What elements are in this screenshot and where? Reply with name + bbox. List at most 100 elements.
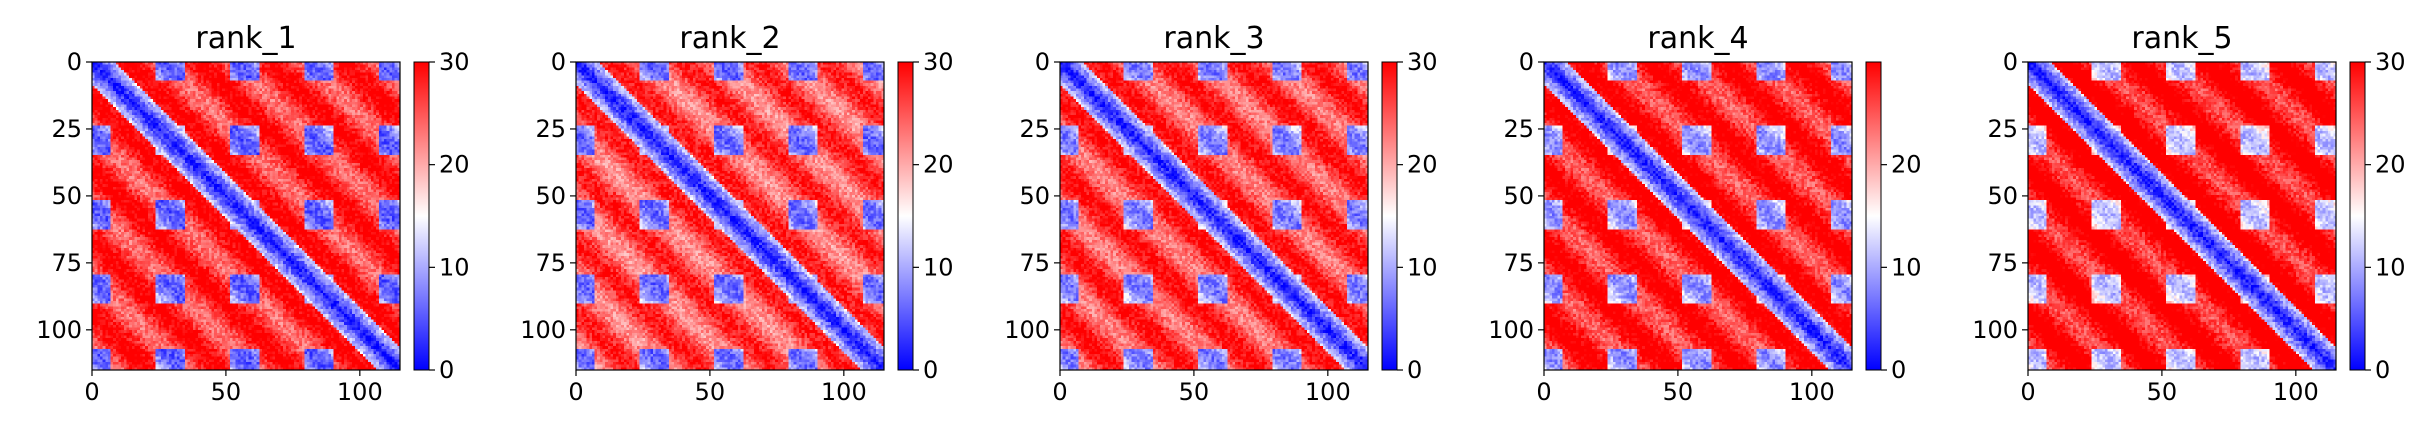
heatmap-cell xyxy=(233,115,236,118)
heatmap-cell xyxy=(257,99,260,102)
heatmap-cell xyxy=(344,102,347,105)
heatmap-cell xyxy=(368,75,371,78)
heatmap-cell xyxy=(328,120,331,123)
heatmap-cell xyxy=(127,78,130,81)
heatmap-cell xyxy=(267,81,270,84)
heatmap-cell xyxy=(302,115,305,118)
heatmap-cell xyxy=(145,115,148,118)
heatmap-cell xyxy=(172,83,175,86)
heatmap-cell xyxy=(249,112,252,115)
heatmap-cell xyxy=(307,110,310,113)
heatmap-cell xyxy=(371,120,374,123)
heatmap-cell xyxy=(95,104,98,107)
heatmap-cell xyxy=(227,73,230,76)
heatmap-cell xyxy=(336,86,339,89)
heatmap-cell xyxy=(334,91,337,94)
heatmap-cell xyxy=(320,75,323,78)
heatmap-cell xyxy=(310,123,313,126)
heatmap-cell xyxy=(347,86,350,89)
heatmap-cell xyxy=(265,97,268,100)
heatmap-cell xyxy=(331,112,334,115)
heatmap-cell xyxy=(185,102,188,105)
heatmap-cell xyxy=(172,81,175,84)
heatmap-cell xyxy=(127,118,130,121)
heatmap-cell xyxy=(129,128,132,131)
heatmap-cell xyxy=(315,102,318,105)
heatmap-cell xyxy=(103,65,106,68)
heatmap-cell xyxy=(100,83,103,86)
heatmap-cell xyxy=(209,81,212,84)
heatmap-cell xyxy=(318,112,321,115)
heatmap-cell xyxy=(119,128,122,131)
heatmap-cell xyxy=(211,89,214,92)
heatmap-cell xyxy=(267,120,270,123)
heatmap-cell xyxy=(111,99,114,102)
heatmap-cell xyxy=(119,83,122,86)
heatmap-cell xyxy=(379,102,382,105)
heatmap-cell xyxy=(137,91,140,94)
heatmap-cell xyxy=(230,75,233,78)
heatmap-cell xyxy=(387,75,390,78)
heatmap-cell xyxy=(336,91,339,94)
heatmap-cell xyxy=(304,118,307,121)
heatmap-cell xyxy=(209,104,212,107)
heatmap-cell xyxy=(182,107,185,110)
heatmap-cell xyxy=(121,73,124,76)
heatmap-cell xyxy=(358,128,361,131)
heatmap-cell xyxy=(108,126,111,129)
heatmap-cell xyxy=(358,81,361,84)
heatmap-cell xyxy=(121,65,124,68)
heatmap-cell xyxy=(185,107,188,110)
heatmap-cell xyxy=(190,107,193,110)
heatmap-cell xyxy=(318,104,321,107)
heatmap-cell xyxy=(238,81,241,84)
heatmap-cell xyxy=(153,65,156,68)
heatmap-cell xyxy=(249,75,252,78)
heatmap-cell xyxy=(267,86,270,89)
heatmap-cell xyxy=(381,86,384,89)
heatmap-cell xyxy=(310,75,313,78)
heatmap-cell xyxy=(384,115,387,118)
heatmap-cell xyxy=(373,97,376,100)
heatmap-cell xyxy=(161,120,164,123)
heatmap-cell xyxy=(328,91,331,94)
heatmap-cell xyxy=(379,86,382,89)
heatmap-cell xyxy=(225,110,228,113)
heatmap-cell xyxy=(275,104,278,107)
heatmap-cell xyxy=(158,97,161,100)
heatmap-cell xyxy=(182,102,185,105)
heatmap-cell xyxy=(363,65,366,68)
heatmap-cell xyxy=(360,67,363,70)
heatmap-cell xyxy=(288,107,291,110)
heatmap-cell xyxy=(376,115,379,118)
heatmap-cell xyxy=(150,115,153,118)
heatmap-cell xyxy=(204,99,207,102)
heatmap-cell xyxy=(124,120,127,123)
heatmap-cell xyxy=(267,110,270,113)
heatmap-cell xyxy=(188,128,191,131)
heatmap-cell xyxy=(299,89,302,92)
heatmap-cell xyxy=(315,110,318,113)
heatmap-cell xyxy=(307,128,310,131)
heatmap-cell xyxy=(97,123,100,126)
heatmap-cell xyxy=(161,115,164,118)
heatmap-cell xyxy=(281,123,284,126)
heatmap-cell xyxy=(381,83,384,86)
heatmap-cell xyxy=(389,107,392,110)
heatmap-cell xyxy=(214,107,217,110)
heatmap-cell xyxy=(196,115,199,118)
heatmap-cell xyxy=(347,78,350,81)
heatmap-cell xyxy=(150,102,153,105)
heatmap-cell xyxy=(326,126,329,129)
heatmap-cell xyxy=(302,78,305,81)
heatmap-cell xyxy=(262,102,265,105)
heatmap-cell xyxy=(113,123,116,126)
heatmap-cell xyxy=(227,126,230,129)
heatmap-cell xyxy=(180,123,183,126)
heatmap-cell xyxy=(270,81,273,84)
heatmap-cell xyxy=(196,89,199,92)
heatmap-cell xyxy=(315,120,318,123)
heatmap-cell xyxy=(156,107,159,110)
heatmap-cell xyxy=(302,107,305,110)
heatmap-cell xyxy=(217,126,220,129)
